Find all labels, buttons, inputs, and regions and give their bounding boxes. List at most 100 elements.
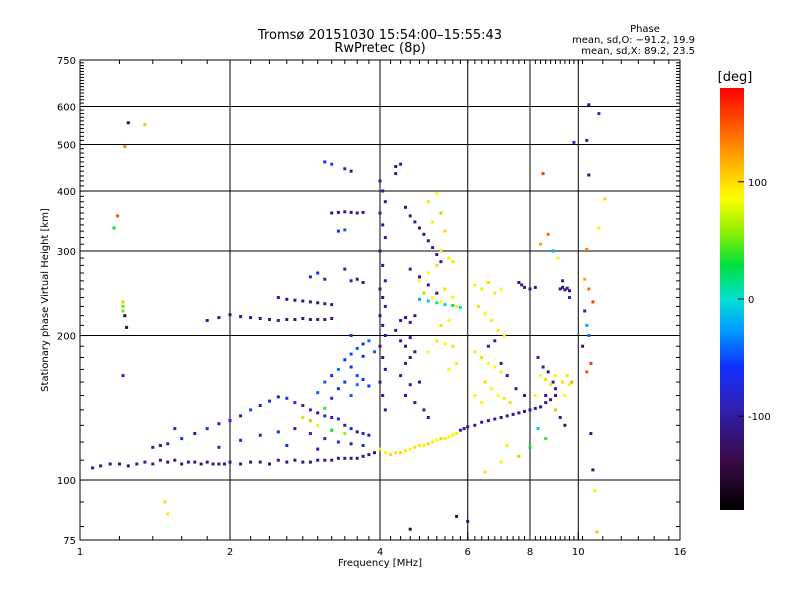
data-point (258, 404, 262, 407)
data-point (211, 462, 215, 466)
data-point (349, 427, 353, 431)
data-point (349, 456, 353, 460)
data-point (381, 323, 385, 327)
data-point (544, 401, 548, 405)
data-point (343, 423, 347, 427)
data-point (143, 460, 147, 464)
data-point (367, 453, 371, 457)
data-point (228, 313, 232, 317)
data-point (381, 394, 385, 397)
data-point (480, 420, 484, 424)
data-point (323, 302, 327, 306)
data-point (378, 314, 382, 318)
scatter-points (91, 103, 607, 534)
x-tick-label: 10 (572, 547, 585, 558)
data-point (476, 304, 480, 308)
data-point (455, 304, 459, 308)
data-point (316, 391, 320, 395)
data-point (293, 401, 297, 405)
data-point (483, 470, 487, 474)
data-point (336, 229, 340, 233)
data-point (486, 419, 490, 423)
data-point (293, 318, 297, 321)
data-point (408, 356, 412, 359)
data-point (330, 428, 334, 432)
data-point (316, 411, 320, 415)
data-point (514, 387, 518, 391)
data-point (343, 456, 347, 460)
data-point (408, 527, 412, 531)
data-point (121, 300, 125, 304)
data-point (373, 451, 376, 455)
data-point (505, 374, 509, 378)
data-point (316, 301, 320, 305)
y-axis-label: Stationary phase Virtual Height [km] (40, 208, 51, 392)
data-point (517, 281, 521, 284)
data-point (205, 460, 209, 464)
colorbar-tick-label: -100 (748, 412, 771, 423)
data-point (565, 286, 569, 290)
data-point (551, 249, 555, 253)
data-point (330, 211, 334, 215)
data-point (205, 427, 209, 431)
data-point (217, 462, 221, 466)
data-point (301, 317, 305, 320)
data-point (408, 383, 412, 387)
data-point (381, 296, 385, 299)
data-point (426, 299, 430, 303)
data-point (285, 460, 289, 464)
data-point (143, 123, 147, 127)
data-point (551, 380, 555, 384)
data-point (418, 279, 421, 283)
data-point (422, 408, 426, 412)
data-point (323, 437, 327, 441)
data-point (533, 406, 537, 410)
data-point (249, 460, 253, 464)
data-point (528, 287, 532, 291)
data-point (435, 301, 439, 305)
data-point (408, 320, 412, 324)
data-point (568, 296, 571, 299)
data-point (422, 291, 426, 295)
data-point (383, 279, 387, 283)
data-point (151, 445, 155, 449)
data-point (544, 437, 548, 441)
data-point (486, 344, 490, 348)
data-point (308, 419, 312, 423)
data-point (378, 380, 382, 384)
data-point (595, 530, 599, 534)
data-point (404, 394, 407, 397)
data-point (585, 323, 589, 327)
data-point (426, 239, 430, 243)
data-point (361, 354, 365, 358)
data-point (561, 380, 565, 384)
data-point (439, 249, 443, 253)
data-point (316, 447, 320, 451)
data-point (258, 460, 262, 464)
data-point (523, 409, 526, 413)
data-point (126, 464, 130, 468)
data-point (389, 453, 393, 457)
data-point (589, 432, 593, 435)
data-point (173, 458, 177, 462)
data-point (383, 334, 387, 337)
data-point (355, 430, 359, 434)
data-point (508, 401, 512, 405)
data-point (499, 416, 503, 419)
data-point (499, 370, 503, 374)
data-point (451, 304, 455, 307)
colorbar: [deg] -100 0 100 (718, 70, 771, 510)
data-point (330, 162, 334, 166)
data-point (394, 451, 398, 455)
data-point (593, 489, 597, 493)
y-axis-ticks: 75 100 200 300 400 500 600 750 (57, 56, 88, 547)
data-point (381, 189, 385, 193)
data-point (413, 350, 417, 354)
data-point (466, 519, 470, 523)
data-point (435, 291, 439, 295)
data-point (381, 263, 385, 267)
data-point (435, 192, 439, 196)
data-point (163, 500, 167, 504)
data-point (439, 300, 443, 304)
data-point (399, 162, 403, 166)
